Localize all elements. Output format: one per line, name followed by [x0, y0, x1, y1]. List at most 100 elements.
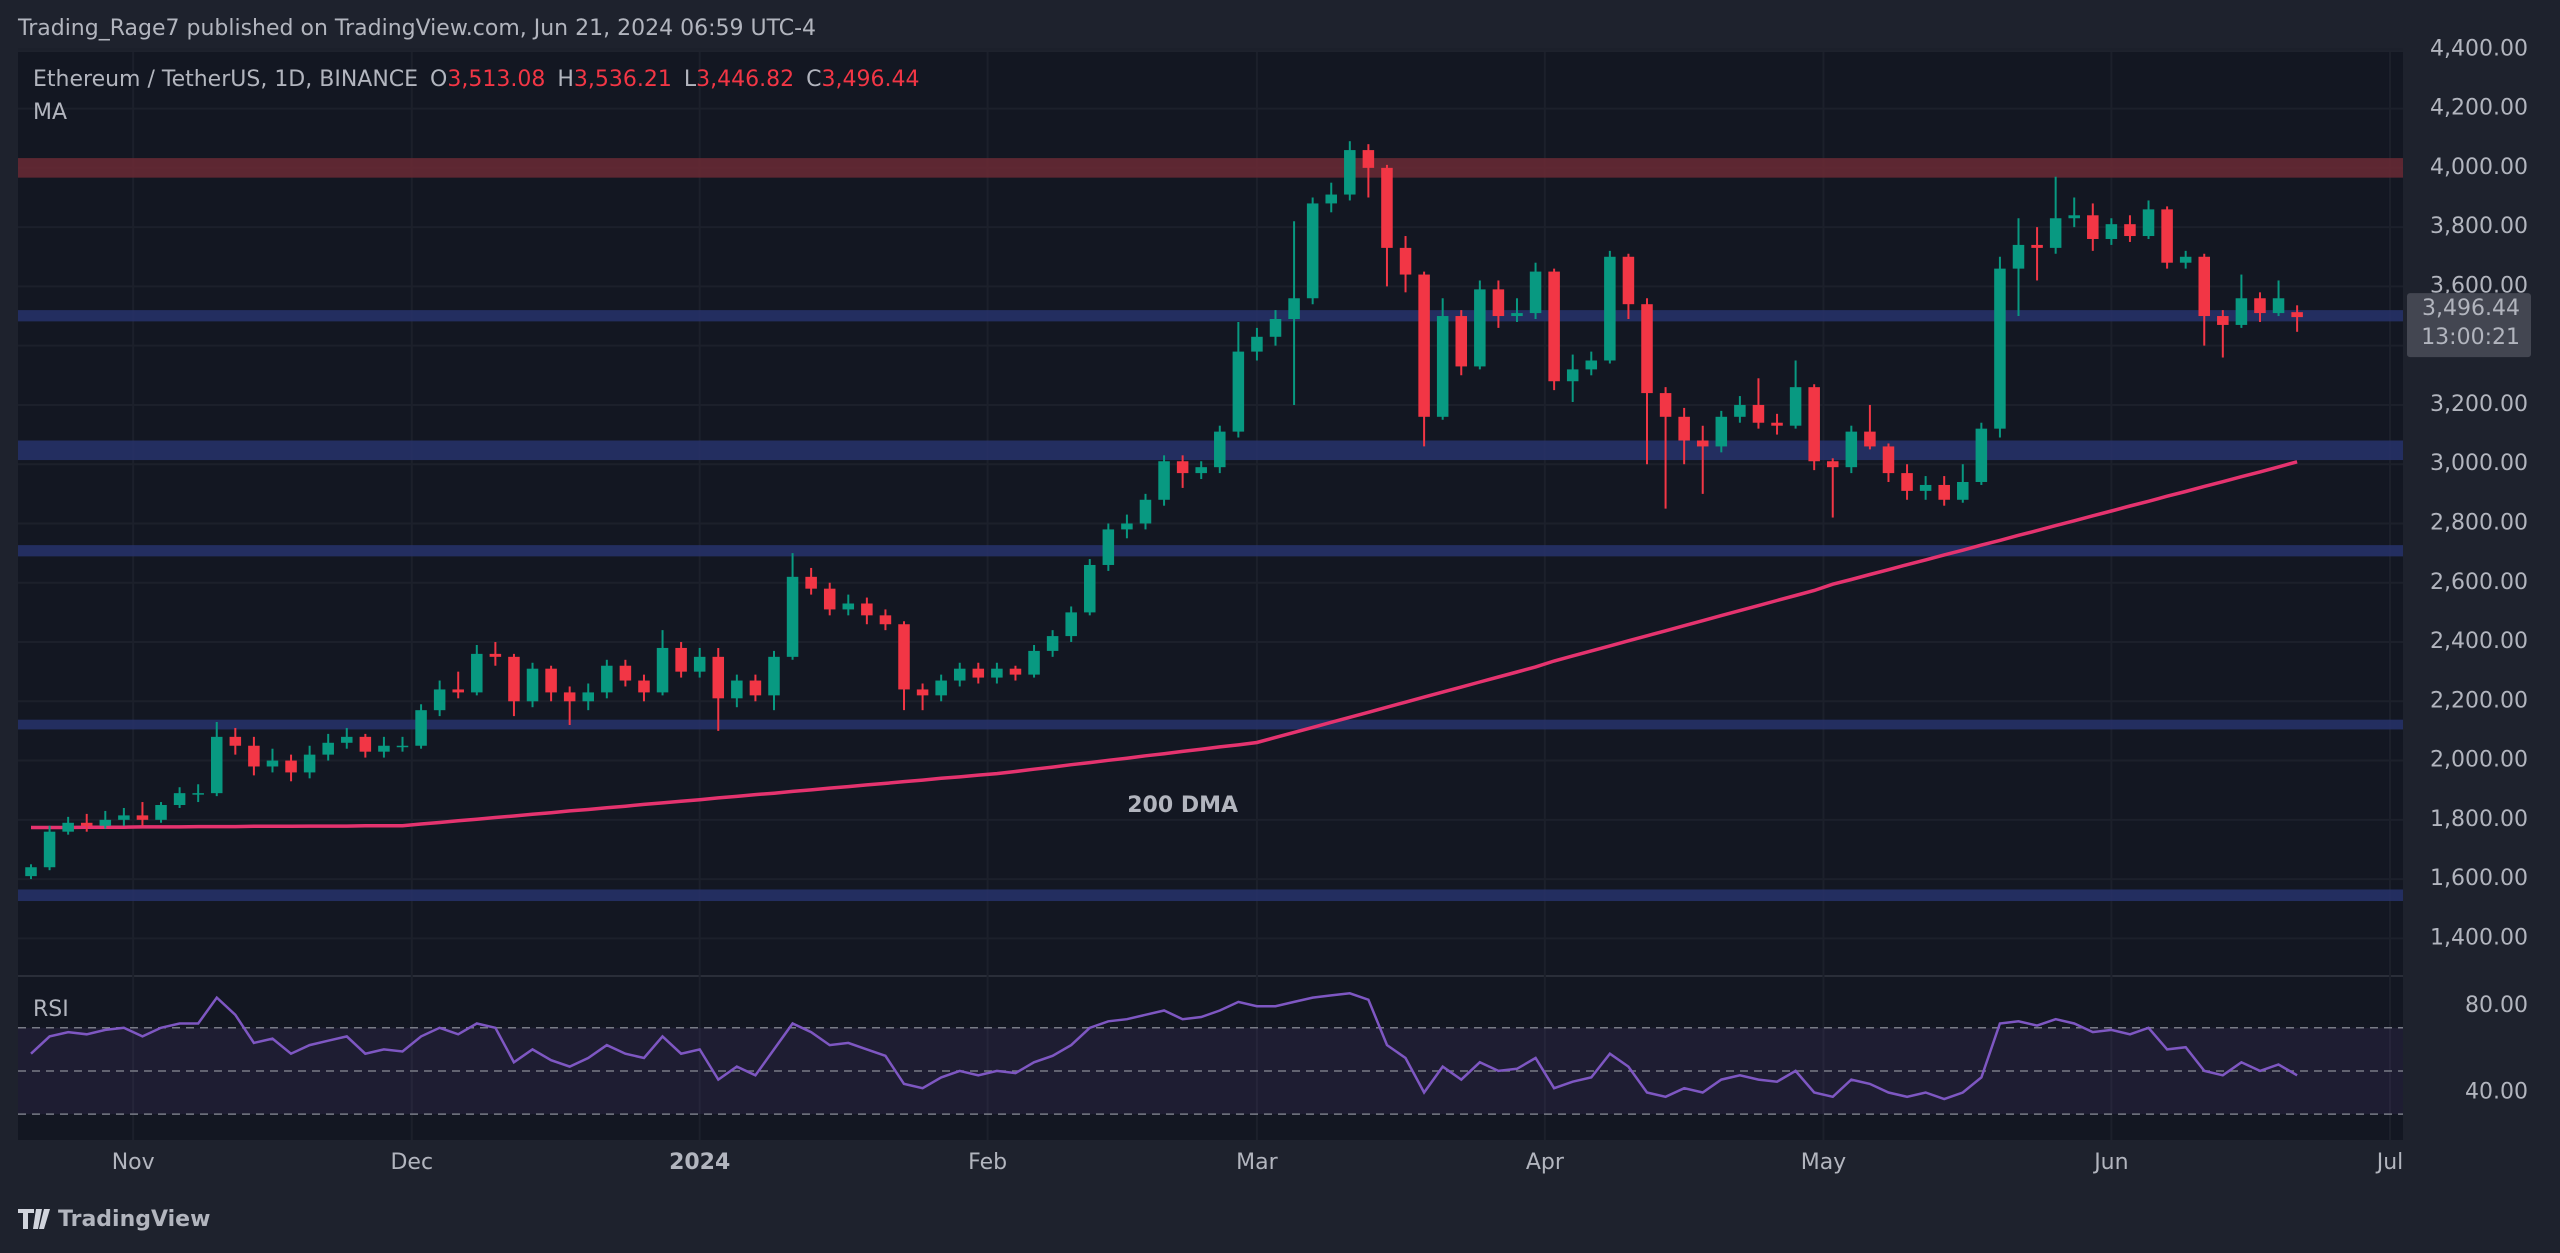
ohlc-key: H — [557, 67, 574, 92]
y-tick-label: 1,600.00 — [2430, 866, 2528, 891]
candle-body — [2049, 218, 2062, 248]
candle-body — [935, 680, 947, 696]
candle-body — [1566, 369, 1579, 382]
candle-body — [1214, 431, 1226, 468]
price-tag-label: 3,496.44 — [2422, 296, 2520, 321]
candle-body — [452, 689, 464, 693]
candle-body — [303, 754, 316, 773]
candle-body — [1548, 271, 1560, 382]
candle-body — [805, 576, 817, 589]
candle-body — [229, 736, 242, 746]
candle-body — [2198, 256, 2211, 317]
candle-body — [582, 692, 595, 702]
brand[interactable]: TradingView — [58, 1207, 210, 1232]
candle-body — [1808, 387, 1820, 462]
candle-body — [1659, 393, 1672, 417]
candle-body — [972, 668, 985, 678]
x-tick-label: 2024 — [669, 1150, 730, 1175]
y-tick-label: 3,000.00 — [2430, 451, 2528, 476]
candle-body — [823, 588, 836, 610]
chart-pane — [18, 52, 2403, 1140]
logo-mark — [18, 1209, 50, 1229]
x-tick-label: Jun — [2092, 1150, 2128, 1175]
candle-body — [1344, 150, 1356, 195]
y-tick-label: 1,800.00 — [2430, 807, 2528, 832]
candle-body — [1864, 431, 1876, 447]
y-tick-label: 2,000.00 — [2430, 748, 2528, 773]
candle-body — [155, 805, 167, 820]
candle-body — [359, 736, 372, 752]
ohlc-key: O — [430, 67, 447, 92]
candle-body — [2217, 316, 2229, 325]
candle-body — [563, 692, 576, 702]
candle-body — [1381, 167, 1393, 248]
y-tick-label: 4,200.00 — [2430, 96, 2528, 121]
candle-body — [433, 689, 446, 711]
candle-body — [1919, 484, 1932, 491]
candle-body — [192, 793, 204, 795]
candle-body — [1492, 289, 1505, 317]
candle-body — [953, 668, 966, 681]
y-tick-label: 2,800.00 — [2430, 510, 2528, 535]
candle-body — [1028, 650, 1040, 675]
candle-body — [2012, 244, 2025, 269]
x-tick-label: Apr — [1526, 1150, 1565, 1175]
candle-body — [749, 680, 762, 696]
candle-body — [2254, 298, 2266, 314]
x-tick-label: Jul — [2375, 1150, 2404, 1175]
candle-body — [879, 615, 892, 625]
candle-body — [1084, 564, 1096, 613]
candle-body — [2291, 312, 2303, 318]
ohlc-value: 3,513.08 — [447, 67, 545, 92]
y-tick-label: 2,400.00 — [2430, 629, 2528, 654]
candle-body — [2087, 215, 2099, 239]
candle-body — [1529, 271, 1542, 314]
candle-body — [1696, 440, 1709, 447]
candle-body — [118, 815, 130, 820]
candle-body — [731, 680, 743, 699]
candle-body — [1195, 467, 1207, 474]
candle-body — [861, 603, 873, 616]
y-tick-label: 2,200.00 — [2430, 688, 2528, 713]
candle-body — [2105, 224, 2118, 239]
candle-body — [842, 603, 855, 610]
candle-body — [1641, 304, 1653, 394]
candle-body — [898, 624, 910, 690]
candle-body — [471, 653, 483, 693]
candle-body — [1046, 636, 1059, 651]
y-tick-label: 80.00 — [2465, 993, 2528, 1018]
candle-body — [136, 815, 149, 820]
candle-body — [1102, 529, 1115, 565]
candle-body — [1176, 461, 1189, 474]
zone — [18, 440, 2403, 461]
candle-body — [2142, 209, 2155, 237]
x-tick-label: Dec — [390, 1150, 433, 1175]
indicator-label: MA — [33, 100, 67, 125]
zone — [18, 545, 2403, 557]
rsi-label: RSI — [33, 997, 69, 1022]
candle-body — [62, 822, 74, 832]
candle-body — [545, 668, 557, 693]
candle-body — [1678, 416, 1690, 441]
candle-body — [1306, 203, 1319, 299]
x-tick-label: Feb — [968, 1150, 1007, 1175]
x-tick-label: Mar — [1236, 1150, 1278, 1175]
candle-body — [1362, 150, 1375, 168]
candle-body — [508, 656, 520, 702]
candle-body — [43, 831, 56, 868]
candle-body — [2179, 256, 2192, 263]
candle-body — [712, 656, 725, 699]
candle-body — [656, 647, 669, 693]
candle-body — [675, 647, 687, 672]
candle-body — [415, 710, 427, 746]
candle-body — [322, 742, 334, 755]
candle-body — [1436, 316, 1449, 417]
countdown: 13:00:21 — [2421, 325, 2520, 350]
candle-body — [1622, 256, 1635, 305]
candle-body — [1882, 446, 1895, 474]
zone — [18, 889, 2403, 902]
candle-body — [248, 745, 260, 767]
candle-body — [2272, 298, 2285, 314]
ohlc-key: L — [684, 67, 697, 92]
candle-body — [1474, 289, 1486, 367]
